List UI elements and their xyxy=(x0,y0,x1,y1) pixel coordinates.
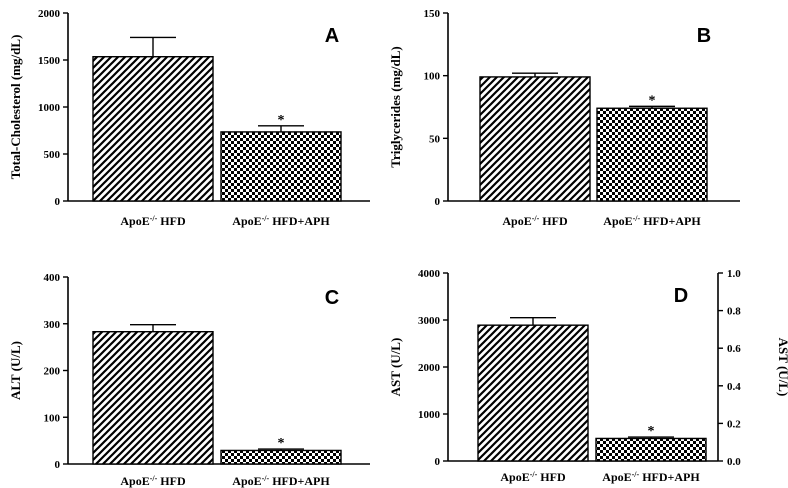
category-label: ApoE-/- HFD xyxy=(120,474,186,488)
bar xyxy=(92,56,214,202)
category-label: ApoE-/- HFD xyxy=(120,214,186,229)
category-label: ApoE-/- HFD+APH xyxy=(232,474,330,488)
y-tick-label: 1000 xyxy=(418,409,441,421)
chart-panel-a: 0 500 1000 1500 2000 Total-Cholesterol (mg/dL… xyxy=(8,8,370,228)
category-label: ApoE-/- HFD+APH xyxy=(602,470,700,485)
y-tick-label: 4000 xyxy=(418,268,441,280)
panel-letter: A xyxy=(325,25,339,47)
y-tick-label: 0 xyxy=(435,456,441,468)
y-right-tick-label: 0.6 xyxy=(727,343,741,355)
bar xyxy=(477,324,589,462)
y-axis-label: ALT (U/L) xyxy=(8,341,23,400)
category-label: ApoE-/- HFD+APH xyxy=(603,214,701,229)
y-tick-label: 2000 xyxy=(38,8,61,20)
y-tick-label: 0 xyxy=(55,459,61,471)
bar xyxy=(595,437,707,462)
y-right-tick-label: 0.4 xyxy=(727,381,741,393)
y-tick-label: 100 xyxy=(44,412,61,424)
y-axis-right-label: AST (U/L) xyxy=(776,338,788,397)
y-right-tick-label: 0.0 xyxy=(727,456,741,468)
y-right-tick-label: 0.2 xyxy=(727,418,741,430)
panel-letter: B xyxy=(697,25,711,47)
significance-mark: * xyxy=(648,424,655,439)
y-tick-label: 0 xyxy=(55,196,61,208)
y-tick-label: 100 xyxy=(424,71,441,83)
significance-mark: * xyxy=(278,113,285,128)
y-tick-label: 150 xyxy=(424,8,441,20)
category-label: ApoE-/- HFD xyxy=(502,214,568,229)
y-tick-label: 300 xyxy=(44,319,61,331)
chart-panel-d: 0 1000 2000 3000 4000 0.0 0.2 0.4 0.6 0.8 1.0 AST (… xyxy=(388,268,788,484)
bar xyxy=(596,107,708,202)
significance-mark: * xyxy=(649,93,656,108)
y-tick-label: 200 xyxy=(44,366,61,378)
y-tick-label: 1000 xyxy=(38,102,61,114)
y-tick-label: 2000 xyxy=(418,362,441,374)
panel-letter: C xyxy=(325,287,339,309)
category-label: ApoE-/- HFD xyxy=(500,470,566,485)
chart-panel-b: 0 50 100 150 Triglycerides (mg/dL) ApoE-/- HF… xyxy=(388,8,740,228)
y-tick-label: 0 xyxy=(435,196,441,208)
y-tick-label: 3000 xyxy=(418,315,441,327)
bar xyxy=(220,131,342,202)
y-tick-label: 1500 xyxy=(38,55,61,67)
bar xyxy=(92,330,214,465)
y-tick-label: 400 xyxy=(44,272,61,284)
y-axis-label: AST (U/L) xyxy=(388,338,403,397)
y-axis-label: Triglycerides (mg/dL) xyxy=(388,46,403,167)
significance-mark: * xyxy=(278,436,285,451)
y-tick-label: 50 xyxy=(429,133,441,145)
y-right-tick-label: 1.0 xyxy=(727,268,741,280)
bar xyxy=(220,449,342,465)
bar xyxy=(479,76,591,202)
y-tick-label: 500 xyxy=(44,149,61,161)
category-label: ApoE-/- HFD+APH xyxy=(232,214,330,229)
y-right-tick-label: 0.8 xyxy=(727,306,741,318)
y-axis-label: Total-Cholesterol (mg/dL) xyxy=(8,35,23,180)
panel-letter: D xyxy=(674,285,688,307)
chart-panel-c: 0 100 200 300 400 ALT (U/L) ApoE-/- HFD * ApoE-/… xyxy=(8,272,370,488)
